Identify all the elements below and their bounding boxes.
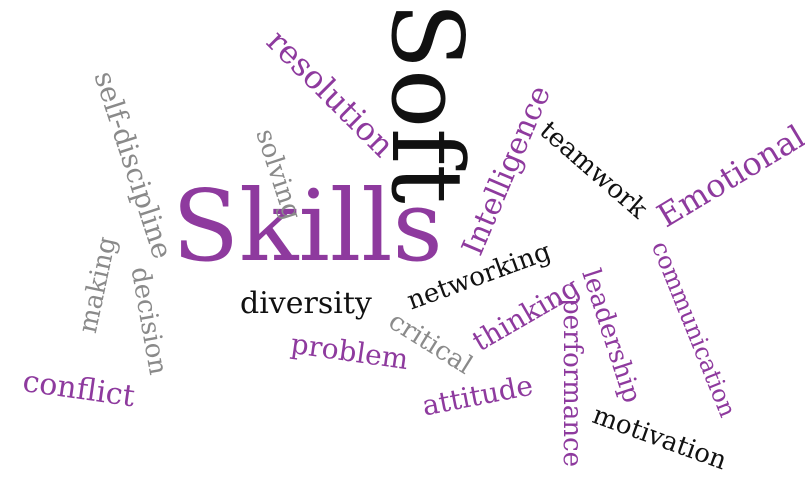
word-making: making — [73, 234, 123, 336]
word-communication: communication — [645, 237, 742, 422]
word-decision: decision — [124, 264, 173, 378]
word-attitude: attitude — [419, 368, 536, 423]
word-performance: performance — [557, 298, 587, 468]
word-emotional: Emotional — [650, 117, 805, 236]
word-diversity: diversity — [240, 286, 372, 321]
word-motivation: motivation — [588, 400, 731, 477]
word-conflict: conflict — [20, 364, 137, 415]
word-skills: Skills — [172, 170, 443, 284]
word-teamwork: teamwork — [533, 115, 654, 225]
word-leadership: leadership — [575, 265, 647, 407]
word-self-discipline: self-discipline — [87, 67, 180, 263]
